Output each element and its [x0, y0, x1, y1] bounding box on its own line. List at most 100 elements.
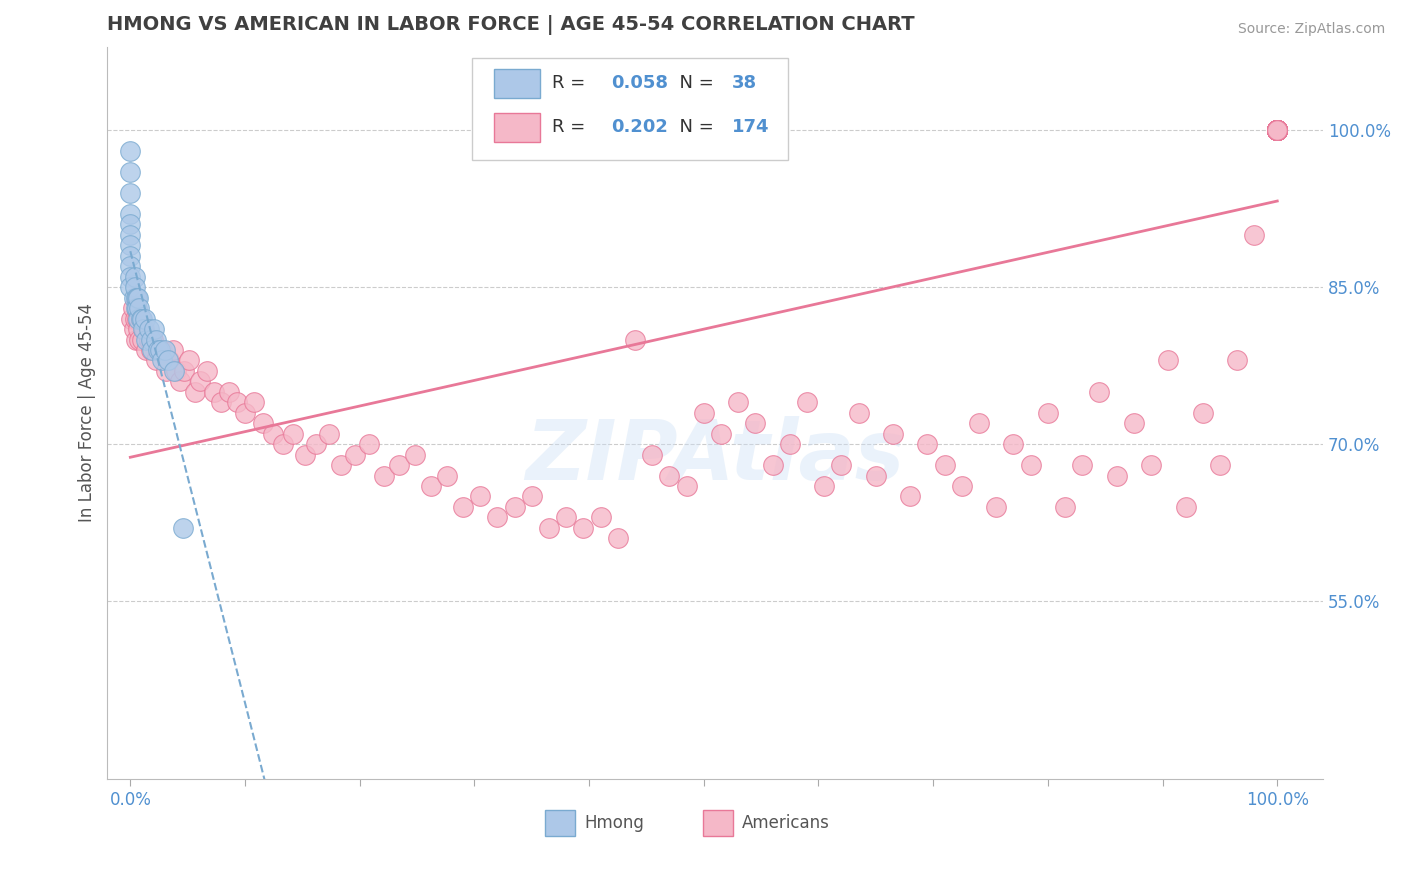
Point — [132, 322, 155, 336]
Point — [202, 384, 225, 399]
Point — [1265, 123, 1288, 137]
Point — [120, 218, 142, 232]
Point — [120, 207, 142, 221]
Point — [131, 333, 153, 347]
Point — [1265, 123, 1288, 137]
Point — [537, 521, 560, 535]
Point — [145, 353, 167, 368]
Point — [882, 426, 904, 441]
Point — [120, 280, 142, 294]
Point — [165, 364, 187, 378]
Point — [183, 384, 205, 399]
Point — [262, 426, 284, 441]
Point — [572, 521, 595, 535]
Point — [209, 395, 232, 409]
Point — [163, 364, 186, 378]
Point — [1265, 123, 1288, 137]
FancyBboxPatch shape — [472, 58, 789, 161]
Point — [950, 479, 973, 493]
Point — [1265, 123, 1288, 137]
Point — [218, 384, 240, 399]
Point — [1265, 123, 1288, 137]
Point — [1088, 384, 1111, 399]
Point — [127, 322, 149, 336]
Point — [1265, 123, 1288, 137]
Point — [153, 343, 176, 357]
Text: 0.058: 0.058 — [610, 74, 668, 92]
Point — [1265, 123, 1288, 137]
Point — [122, 291, 145, 305]
Point — [294, 448, 316, 462]
Point — [1265, 123, 1288, 137]
Point — [1265, 123, 1288, 137]
Point — [1209, 458, 1232, 472]
Point — [1265, 123, 1288, 137]
Point — [675, 479, 697, 493]
Point — [157, 353, 180, 368]
Point — [1265, 123, 1288, 137]
Text: 174: 174 — [733, 119, 769, 136]
Y-axis label: In Labor Force | Age 45-54: In Labor Force | Age 45-54 — [79, 303, 96, 522]
Point — [1265, 123, 1288, 137]
Point — [1105, 468, 1128, 483]
Point — [1265, 123, 1288, 137]
Point — [1265, 123, 1288, 137]
Point — [710, 426, 733, 441]
Point — [143, 322, 166, 336]
Text: R =: R = — [553, 119, 592, 136]
Point — [1122, 416, 1144, 430]
Point — [149, 343, 172, 357]
Point — [1054, 500, 1077, 514]
Point — [624, 333, 647, 347]
Point — [1265, 123, 1288, 137]
Text: N =: N = — [668, 119, 720, 136]
Point — [1002, 437, 1025, 451]
Point — [1265, 123, 1288, 137]
Point — [468, 490, 491, 504]
Point — [1265, 123, 1288, 137]
Point — [555, 510, 578, 524]
Point — [762, 458, 785, 472]
Point — [127, 311, 149, 326]
Point — [283, 426, 305, 441]
FancyBboxPatch shape — [494, 112, 540, 142]
Point — [1265, 123, 1288, 137]
Point — [1265, 123, 1288, 137]
Point — [152, 353, 174, 368]
Point — [1071, 458, 1094, 472]
FancyBboxPatch shape — [546, 810, 575, 836]
Point — [145, 333, 167, 347]
Point — [122, 322, 145, 336]
Point — [121, 311, 143, 326]
Point — [129, 311, 152, 326]
Point — [503, 500, 526, 514]
Point — [125, 301, 148, 315]
Point — [1265, 123, 1288, 137]
Point — [1140, 458, 1163, 472]
Point — [141, 343, 163, 357]
Point — [127, 301, 149, 315]
Point — [419, 479, 441, 493]
FancyBboxPatch shape — [703, 810, 734, 836]
Point — [1265, 123, 1288, 137]
Point — [195, 364, 218, 378]
Point — [1265, 123, 1288, 137]
Point — [1226, 353, 1249, 368]
Point — [1265, 123, 1288, 137]
Point — [1265, 123, 1288, 137]
Point — [934, 458, 956, 472]
Point — [1265, 123, 1288, 137]
Point — [1265, 123, 1288, 137]
Point — [127, 291, 149, 305]
Point — [1265, 123, 1288, 137]
Point — [146, 343, 169, 357]
Point — [1265, 123, 1288, 137]
Point — [1265, 123, 1288, 137]
Point — [124, 311, 146, 326]
Point — [779, 437, 801, 451]
Text: 38: 38 — [733, 74, 758, 92]
Point — [1265, 123, 1288, 137]
Point — [1243, 227, 1265, 242]
Point — [1265, 123, 1288, 137]
Point — [967, 416, 990, 430]
